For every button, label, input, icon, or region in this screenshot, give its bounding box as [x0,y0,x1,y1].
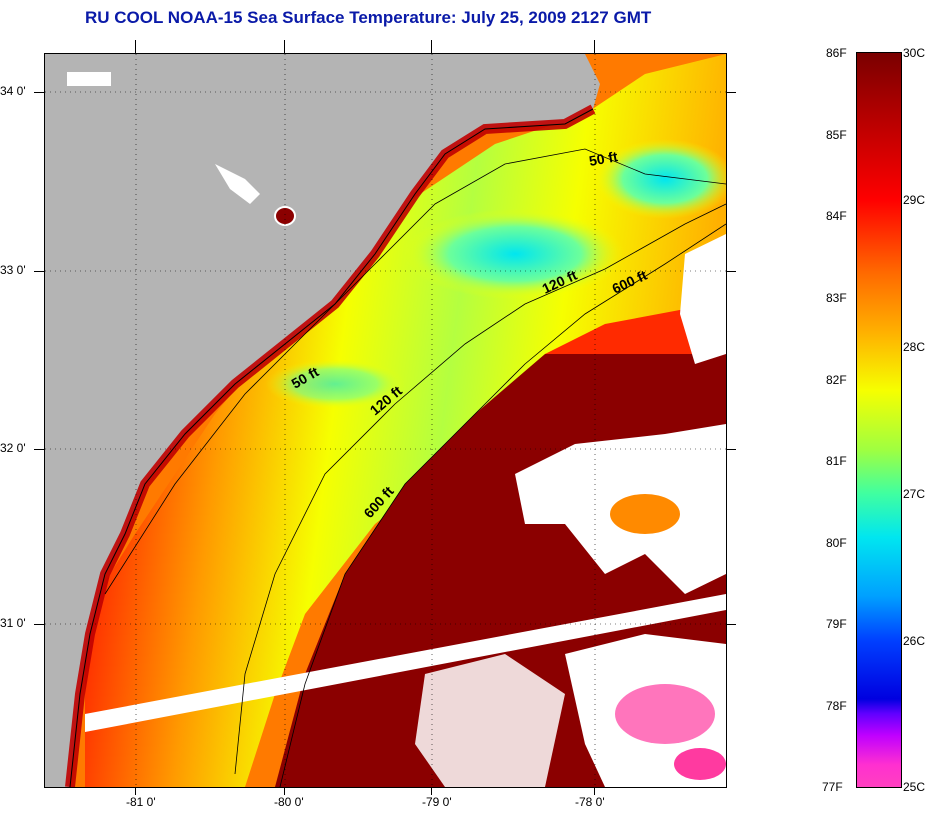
colorbar-label-f: 83F [826,291,847,305]
colorbar-label-f: 82F [826,373,847,387]
axis-tick [135,40,136,53]
axis-tick [726,624,736,625]
axis-tick [34,624,44,625]
colorbar-label-c: 25C [903,780,926,794]
lon-label-80: -80 0' [274,795,304,809]
colorbar-label-f: 80F [826,536,847,550]
axis-tick [135,787,136,795]
axis-tick [431,787,432,795]
coastline [69,108,594,787]
axis-tick [431,40,432,53]
lake [215,164,260,204]
axis-tick [726,271,736,272]
colorbar-label-c: 26C [903,634,926,648]
warm-patch [610,494,680,534]
lon-label-79: -79 0' [422,795,452,809]
colorbar-label-f: 81F [826,454,847,468]
lat-label-31: 31 0' [0,616,26,630]
satellite-swath-gap [85,594,726,732]
colorbar-label-c: 27C [903,487,926,501]
lat-label-32: 32 0' [0,441,26,455]
contour-600ft [279,223,726,787]
axis-tick [284,40,285,53]
lake [67,72,111,86]
land [45,54,600,787]
axis-tick [34,271,44,272]
temperature-colorbar [856,52,902,788]
axis-tick [34,449,44,450]
contour-label-50ft: 50 ft [588,148,619,169]
lat-label-34: 34 0' [0,84,26,98]
cool-upwelling [405,209,625,299]
colorbar-label-f: 85F [826,128,847,142]
colorbar-label-f: 79F [826,617,847,631]
colorbar-label-f: 86F [826,46,847,60]
colorbar-label-c: 29C [903,193,926,207]
cold-patch [615,684,715,744]
colorbar-label-c: 30C [903,46,926,60]
cool-upwelling [265,359,405,409]
cool-upwelling [595,139,726,219]
contour-50ft [104,148,726,595]
graticule [45,54,726,787]
cloud-cover [415,654,565,787]
sst-map-image: 50 ft 120 ft 600 ft 50 ft 120 ft 600 ft [45,54,726,787]
colorbar-label-c: 28C [903,340,926,354]
axis-tick [284,787,285,795]
map-title: RU COOL NOAA-15 Sea Surface Temperature:… [85,8,652,27]
axis-tick [34,92,44,93]
cold-patch [674,748,726,780]
cloud-cover [680,234,726,364]
colorbar-label-f: 84F [826,209,847,223]
lon-label-81: -81 0' [126,795,156,809]
sst-map: 50 ft 120 ft 600 ft 50 ft 120 ft 600 ft [44,53,727,788]
axis-tick [594,787,595,795]
colorbar-label-f: 77F [822,780,843,794]
axis-tick [726,92,736,93]
axis-tick [726,449,736,450]
lat-label-33: 33 0' [0,263,26,277]
axis-tick [594,40,595,53]
lon-label-78: -78 0' [575,795,605,809]
colorbar-label-f: 78F [826,699,847,713]
